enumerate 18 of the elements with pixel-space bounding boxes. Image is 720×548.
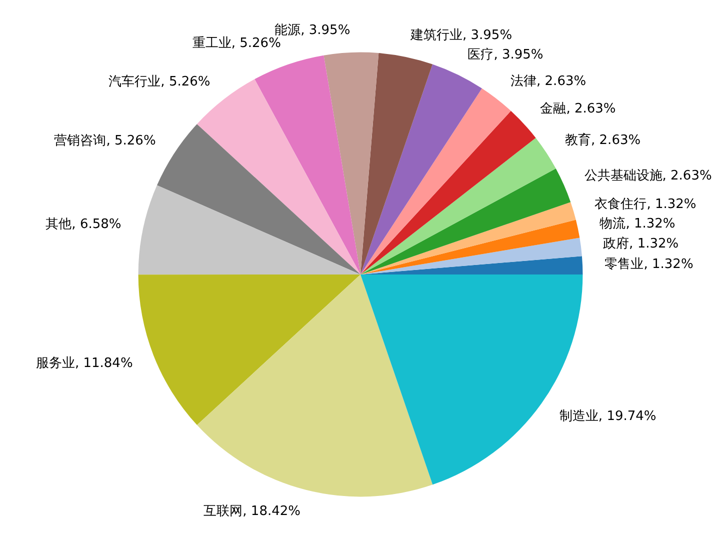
slice-label: 零售业, 1.32% bbox=[604, 256, 694, 272]
slice-label: 制造业, 19.74% bbox=[559, 408, 656, 424]
slice-label: 政府, 1.32% bbox=[603, 236, 679, 252]
slice-label: 重工业, 5.26% bbox=[192, 36, 281, 52]
slice-label: 医疗, 3.95% bbox=[468, 48, 544, 63]
slice-label: 衣食住行, 1.32% bbox=[594, 197, 696, 212]
slice-label: 金融, 2.63% bbox=[540, 101, 616, 116]
slice-label: 建筑行业, 3.95% bbox=[409, 28, 512, 43]
slice-label: 能源, 3.95% bbox=[274, 22, 350, 38]
slice-label: 公共基础设施, 2.63% bbox=[584, 168, 712, 184]
slice-label: 其他, 6.58% bbox=[46, 216, 122, 232]
slice-label: 营销咨询, 5.26% bbox=[54, 133, 156, 148]
slice-label: 教育, 2.63% bbox=[565, 132, 641, 148]
slice-label: 互联网, 18.42% bbox=[204, 504, 301, 519]
slice-label: 法律, 2.63% bbox=[510, 74, 586, 90]
slice-label: 汽车行业, 5.26% bbox=[108, 74, 210, 90]
slice-label: 服务业, 11.84% bbox=[36, 356, 133, 371]
slice-label: 物流, 1.32% bbox=[600, 216, 676, 232]
